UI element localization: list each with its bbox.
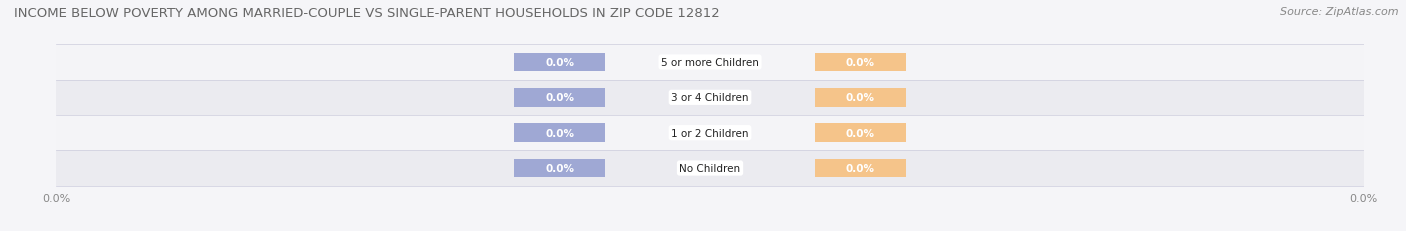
Bar: [56, 116, 1364, 151]
Text: 0.0%: 0.0%: [546, 128, 574, 138]
Text: Source: ZipAtlas.com: Source: ZipAtlas.com: [1281, 7, 1399, 17]
Text: 3 or 4 Children: 3 or 4 Children: [671, 93, 749, 103]
Text: 0.0%: 0.0%: [846, 163, 875, 173]
Bar: [56, 45, 1364, 80]
Bar: [513, 54, 606, 72]
Bar: [513, 159, 606, 177]
Text: 0.0%: 0.0%: [546, 163, 574, 173]
Text: 0.0%: 0.0%: [546, 93, 574, 103]
Bar: [513, 89, 606, 107]
Bar: [814, 159, 907, 177]
Text: INCOME BELOW POVERTY AMONG MARRIED-COUPLE VS SINGLE-PARENT HOUSEHOLDS IN ZIP COD: INCOME BELOW POVERTY AMONG MARRIED-COUPL…: [14, 7, 720, 20]
Text: 0.0%: 0.0%: [846, 58, 875, 68]
Bar: [56, 80, 1364, 116]
Bar: [56, 151, 1364, 186]
Bar: [513, 124, 606, 142]
Text: 0.0%: 0.0%: [546, 58, 574, 68]
Text: 1 or 2 Children: 1 or 2 Children: [671, 128, 749, 138]
Bar: [814, 54, 907, 72]
Bar: [814, 89, 907, 107]
Text: 5 or more Children: 5 or more Children: [661, 58, 759, 68]
Text: No Children: No Children: [679, 163, 741, 173]
Bar: [814, 124, 907, 142]
Text: 0.0%: 0.0%: [846, 128, 875, 138]
Text: 0.0%: 0.0%: [846, 93, 875, 103]
